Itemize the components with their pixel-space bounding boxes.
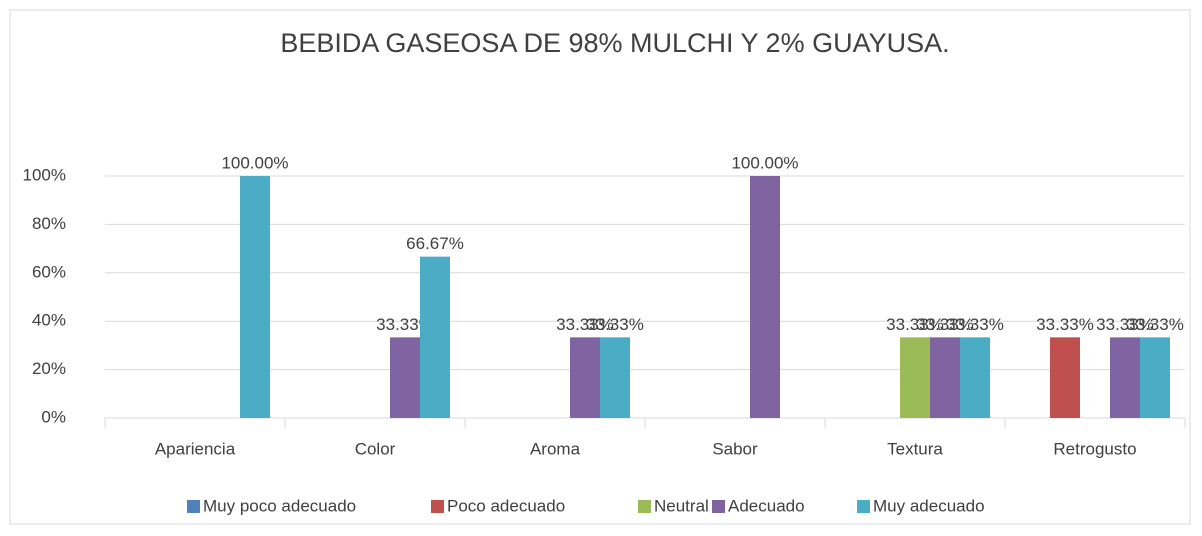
chart-frame <box>9 9 1191 525</box>
data-label: 33.33% <box>376 315 434 334</box>
legend-swatch <box>638 500 651 513</box>
legend-label: Adecuado <box>728 496 805 515</box>
bar <box>900 337 930 418</box>
bar <box>570 337 600 418</box>
data-label: 100.00% <box>731 153 798 172</box>
legend-swatch <box>857 500 870 513</box>
data-label: 33.33% <box>556 315 614 334</box>
legend-label: Muy adecuado <box>873 496 985 515</box>
bar <box>600 337 630 418</box>
legend-swatch <box>712 500 725 513</box>
bar <box>420 256 450 418</box>
data-label: 33.33% <box>946 315 1004 334</box>
bar <box>390 337 420 418</box>
x-tick-label: Retrogusto <box>1053 439 1136 458</box>
data-label: 33.33% <box>916 315 974 334</box>
data-label: 33.33% <box>586 315 644 334</box>
y-tick-label: 80% <box>32 214 66 233</box>
x-tick-label: Textura <box>887 439 943 458</box>
x-tick-label: Apariencia <box>155 439 236 458</box>
data-label: 100.00% <box>221 153 288 172</box>
y-tick-label: 40% <box>32 311 66 330</box>
y-tick-label: 100% <box>23 165 66 184</box>
y-tick-label: 0% <box>41 407 66 426</box>
y-tick-label: 60% <box>32 262 66 281</box>
legend-label: Neutral <box>654 496 709 515</box>
legend-swatch <box>431 500 444 513</box>
bar <box>1110 337 1140 418</box>
bar <box>750 176 780 418</box>
data-label: 33.33% <box>1096 315 1154 334</box>
y-tick-label: 20% <box>32 359 66 378</box>
data-label: 33.33% <box>886 315 944 334</box>
x-tick-label: Sabor <box>712 439 758 458</box>
x-tick-label: Aroma <box>530 439 581 458</box>
data-label: 33.33% <box>1126 315 1184 334</box>
bar <box>240 176 270 418</box>
bar <box>930 337 960 418</box>
bar <box>960 337 990 418</box>
data-label: 66.67% <box>406 234 464 253</box>
legend-label: Muy poco adecuado <box>203 496 356 515</box>
chart-title: BEBIDA GASEOSA DE 98% MULCHI Y 2% GUAYUS… <box>280 28 949 58</box>
x-tick-label: Color <box>355 439 396 458</box>
data-label: 33.33% <box>1036 315 1094 334</box>
legend-label: Poco adecuado <box>447 496 565 515</box>
legend-swatch <box>187 500 200 513</box>
bar <box>1140 337 1170 418</box>
bar <box>1050 337 1080 418</box>
